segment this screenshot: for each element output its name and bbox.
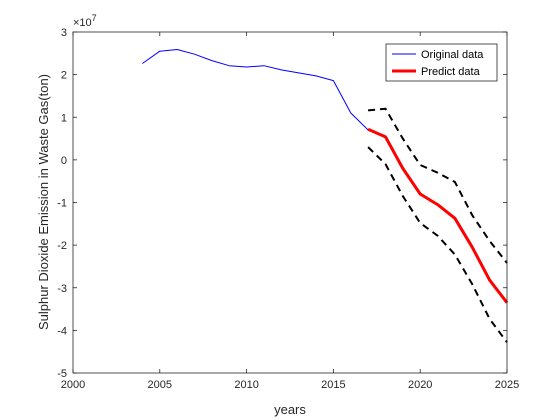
x-tick-label: 2015 [321,379,345,391]
y-axis-label: Sulphur Dioxide Emission in Waste Gas(to… [36,74,51,330]
legend-entry-original: Original data [421,49,484,61]
exponent-power: 7 [92,13,97,23]
legend-box [385,43,498,82]
x-tick-label: 2000 [61,379,85,391]
y-tick-label: -5 [57,368,67,380]
y-tick-label: -2 [57,240,67,252]
series-upper-bound-line [368,107,508,264]
plot-area [73,32,507,373]
y-tick-label: 2 [61,70,67,82]
series-layer [142,49,509,343]
y-tick-label: -1 [57,198,67,210]
y-tick-label: 1 [61,112,67,124]
exponent-base: ×10 [73,17,92,29]
y-tick-label: -3 [57,283,67,295]
x-axis-label: years [274,402,306,417]
legend: Original data Predict data [385,43,498,82]
x-tick-label: 2005 [148,379,172,391]
y-tick-label: -4 [57,325,67,337]
legend-entry-predict: Predict data [421,66,481,78]
series-original-line [142,49,369,131]
y-tick-label: 3 [61,27,67,39]
y-axis-exponent: ×107 [73,13,97,29]
y-tick-label: 0 [61,155,67,167]
series-predict-line [367,127,509,304]
series-lower-bound-line [367,146,508,343]
tick-layer: 2000 2005 2010 2015 2020 2025 -5 -4 -3 -2 -1 0 1 2 3 [57,27,519,391]
x-tick-label: 2010 [234,379,258,391]
x-tick-label: 2020 [408,379,432,391]
x-tick-label: 2025 [495,379,519,391]
